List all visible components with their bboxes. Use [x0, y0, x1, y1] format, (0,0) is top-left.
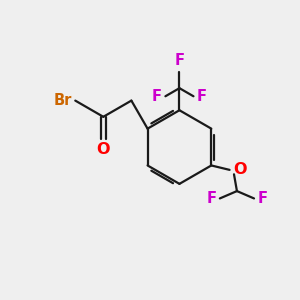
Text: F: F — [257, 191, 268, 206]
Text: Br: Br — [53, 93, 72, 108]
Text: F: F — [197, 89, 207, 104]
Text: O: O — [97, 142, 110, 158]
Text: F: F — [206, 191, 216, 206]
Text: O: O — [233, 162, 247, 177]
Text: F: F — [152, 89, 162, 104]
Text: F: F — [174, 53, 184, 68]
